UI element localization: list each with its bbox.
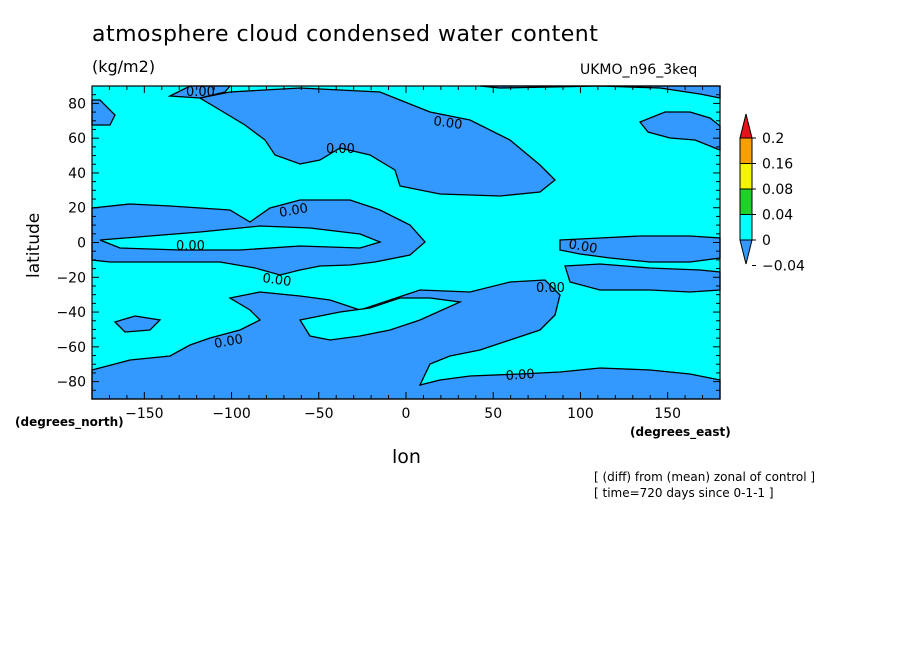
contour-label: 0.00 xyxy=(261,271,292,290)
y-tick-label: 60 xyxy=(68,131,86,147)
y-tick-label: −20 xyxy=(56,270,86,286)
contour-label: 0.00 xyxy=(213,332,244,352)
hole-equatorial xyxy=(99,225,382,251)
colorbar-swatch xyxy=(739,163,753,190)
contour-label: 0.00 xyxy=(536,281,565,296)
colorbar-label: 0.16 xyxy=(762,157,793,173)
contour-labels: 0.00 0.00 0.00 0.00 0.00 0.00 0.00 0.00 0.00 0.00 xyxy=(176,85,598,384)
chart-units: (kg/m2) xyxy=(92,57,156,76)
x-unit-label: (degrees_east) xyxy=(630,425,731,439)
x-tick-label: −150 xyxy=(125,406,163,422)
region-southwest-island xyxy=(113,315,162,333)
x-axis-label: lon xyxy=(392,446,421,468)
x-tick-label: −100 xyxy=(212,406,250,422)
colorbar-swatch xyxy=(739,188,753,215)
plot-area: 0.00 0.00 0.00 0.00 0.00 0.00 0.00 0.00 0.00 0.00 xyxy=(91,85,721,400)
colorbar-label: 0 xyxy=(762,233,771,249)
contour-label: 0.00 xyxy=(326,142,355,157)
region-southern-belt xyxy=(91,279,721,400)
contour-label: 0.00 xyxy=(505,367,535,384)
model-name: UKMO_n96_3keq xyxy=(580,62,698,78)
hole-south-ocean xyxy=(298,297,463,341)
x-tick-label: 150 xyxy=(654,406,681,422)
colorbar-bottom-triangle xyxy=(739,239,753,265)
colorbar: 0.2 0.16 0.08 0.04 0 −0.04 xyxy=(739,113,805,275)
x-tick-label: −50 xyxy=(304,406,334,422)
colorbar-top-triangle xyxy=(739,113,753,139)
contour-label: 0.00 xyxy=(278,201,309,221)
contour-label: 0.00 xyxy=(176,239,205,254)
colorbar-label: 0.2 xyxy=(762,131,784,147)
x-ticks: −150 −100 −50 0 50 100 150 xyxy=(91,86,721,422)
contour-label: 0.00 xyxy=(186,85,215,100)
x-tick-label: 0 xyxy=(402,406,411,422)
colorbar-swatch xyxy=(739,137,753,164)
contour-label: 0.00 xyxy=(567,237,598,257)
y-ticks: −80 −60 −40 −20 0 20 40 60 80 xyxy=(56,85,720,400)
y-tick-label: −40 xyxy=(56,305,86,321)
y-tick-label: 80 xyxy=(68,96,86,112)
contour-label: 0.00 xyxy=(432,114,463,133)
colorbar-swatch xyxy=(739,214,753,241)
region-equatorial-east xyxy=(559,235,721,263)
colorbar-label: 0.08 xyxy=(762,182,793,198)
note-diff: [ (diff) from (mean) zonal of control ] xyxy=(594,470,816,484)
y-tick-label: 0 xyxy=(77,236,86,252)
region-arctic-west xyxy=(167,85,232,99)
y-tick-label: −80 xyxy=(56,375,86,391)
colorbar-label: −0.04 xyxy=(762,259,805,275)
note-time: [ time=720 days since 0-1-1 ] xyxy=(594,486,774,500)
x-tick-label: 50 xyxy=(484,406,502,422)
y-unit-label: (degrees_north) xyxy=(15,415,124,429)
region-north-atlantic xyxy=(198,87,556,197)
y-tick-label: −60 xyxy=(56,340,86,356)
y-tick-label: 40 xyxy=(68,166,86,182)
y-tick-label: 20 xyxy=(68,201,86,217)
positive-holes xyxy=(99,225,463,341)
colorbar-label: 0.04 xyxy=(762,208,793,224)
x-tick-label: 100 xyxy=(567,406,594,422)
chart-title: atmosphere cloud condensed water content xyxy=(92,22,599,47)
